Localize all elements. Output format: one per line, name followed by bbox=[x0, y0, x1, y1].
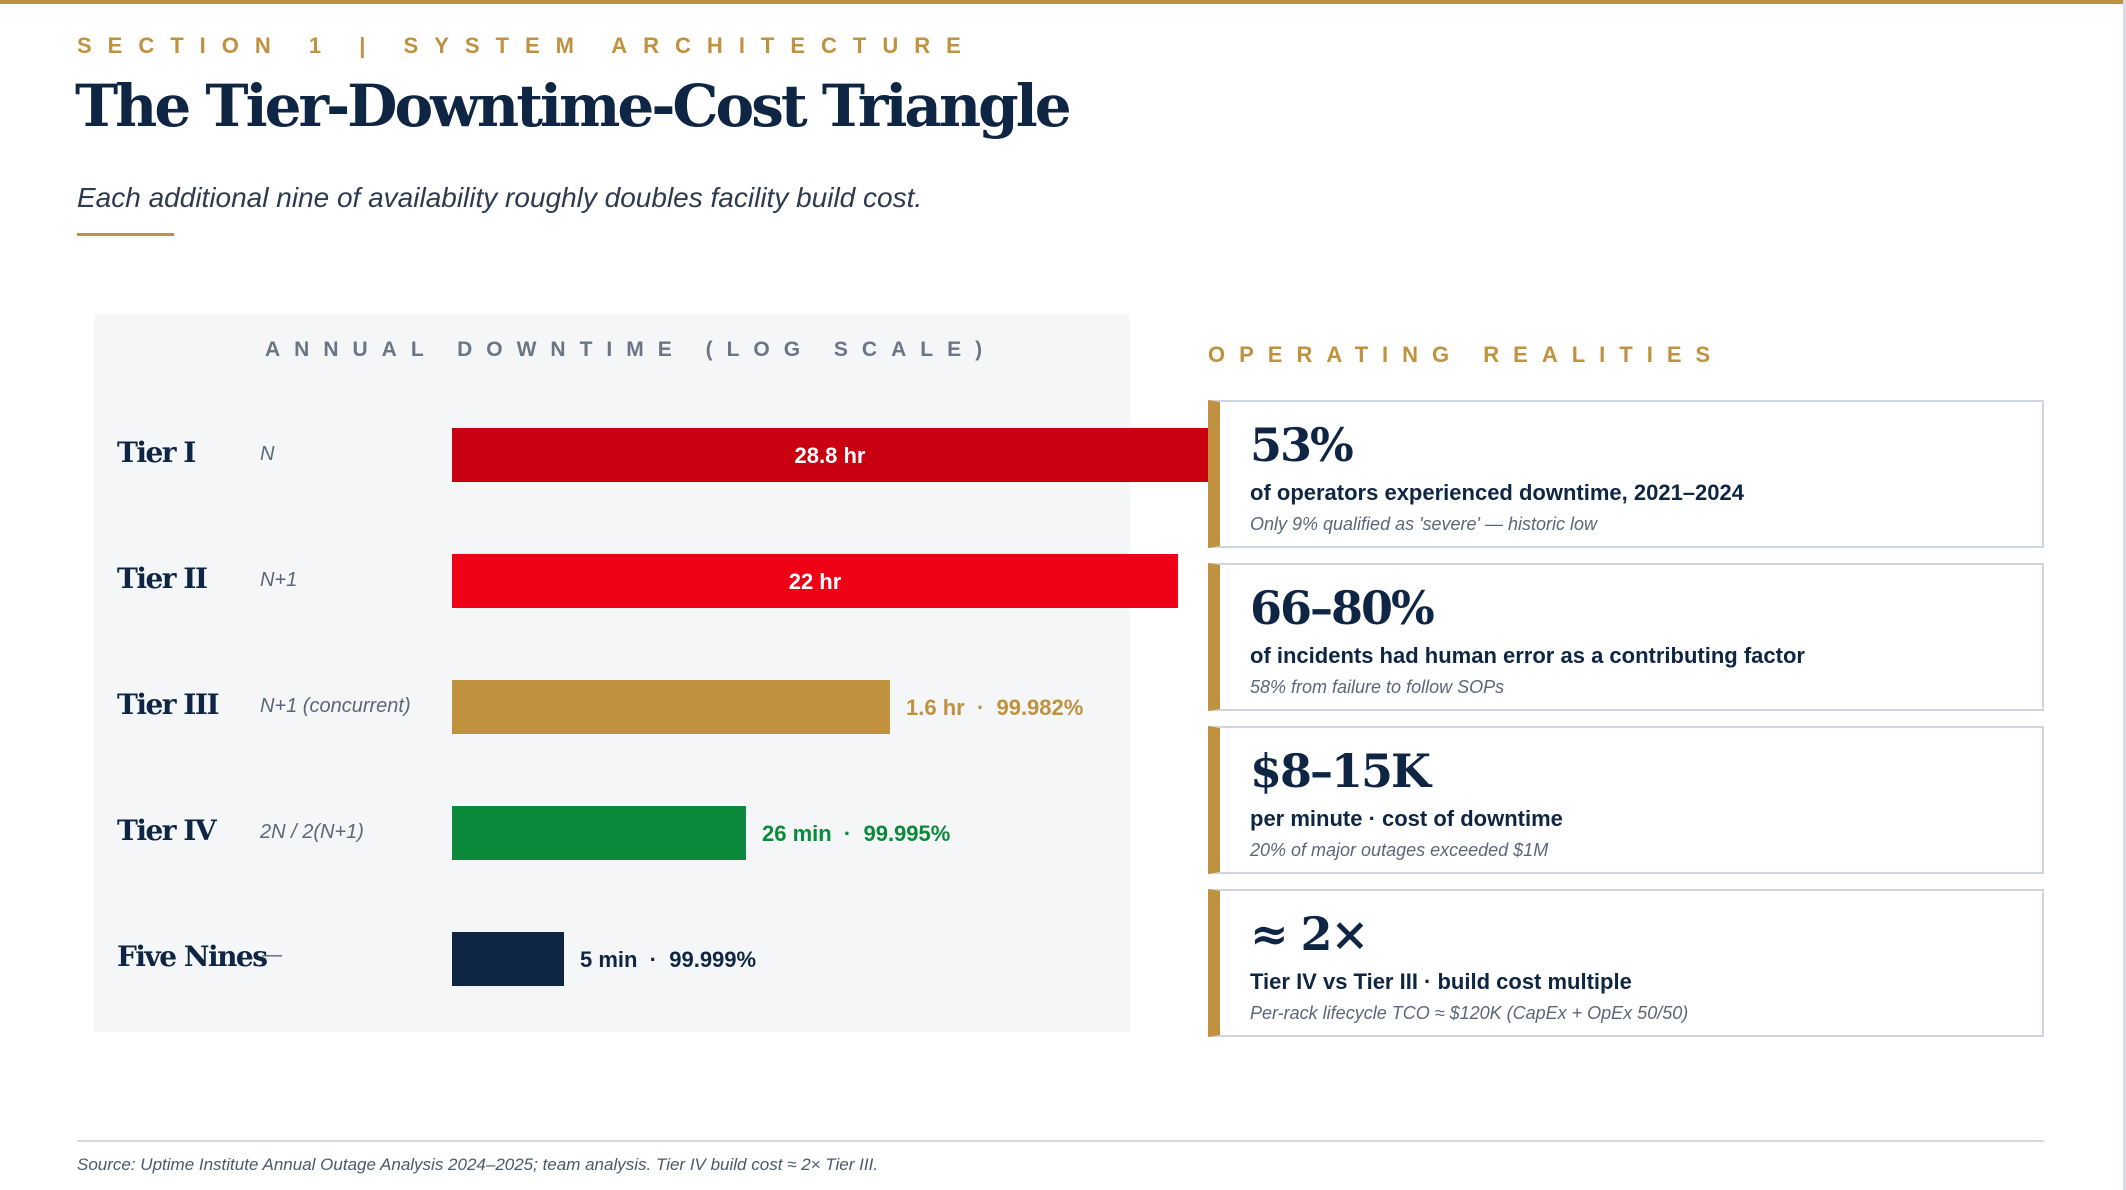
tier-config-tier-2: N+1 bbox=[260, 569, 298, 591]
stat-card-human-error: 66–80% of incidents had human error as a… bbox=[1208, 563, 2044, 711]
subtitle-underline bbox=[77, 233, 174, 236]
tier-config-five-nines: — bbox=[262, 944, 282, 966]
stat-card-build-cost-multiple: ≈ 2× Tier IV vs Tier III · build cost mu… bbox=[1208, 889, 2044, 1037]
stat-description: Tier IV vs Tier III · build cost multipl… bbox=[1250, 969, 1632, 994]
stat-value: 66–80% bbox=[1250, 581, 1435, 635]
stat-card-operators-downtime: 53% of operators experienced downtime, 2… bbox=[1208, 400, 2044, 548]
stat-value: ≈ 2× bbox=[1250, 907, 1369, 961]
tier-config-tier-3: N+1 (concurrent) bbox=[260, 695, 411, 717]
stat-description: of operators experienced downtime, 2021–… bbox=[1250, 480, 1744, 505]
top-accent-rule bbox=[0, 0, 2126, 4]
stat-note: Only 9% qualified as 'severe' — historic… bbox=[1250, 514, 1598, 534]
stat-description: of incidents had human error as a contri… bbox=[1250, 643, 1805, 668]
stat-note: 58% from failure to follow SOPs bbox=[1250, 677, 1505, 697]
operating-realities-title: OPERATING REALITIES bbox=[1208, 342, 1725, 367]
tier-label-tier-1: Tier I bbox=[117, 436, 196, 469]
stat-card-cost-per-minute: $8–15K per minute · cost of downtime 20%… bbox=[1208, 726, 2044, 874]
stat-description: per minute · cost of downtime bbox=[1250, 806, 1563, 831]
page-subtitle: Each additional nine of availability rou… bbox=[77, 182, 923, 213]
stat-value: 53% bbox=[1250, 418, 1354, 472]
tier-label-tier-3: Tier III bbox=[117, 688, 220, 721]
tier-config-tier-1: N bbox=[260, 443, 275, 465]
chart-title: ANNUAL DOWNTIME (LOG SCALE) bbox=[265, 338, 997, 361]
stat-note: 20% of major outages exceeded $1M bbox=[1250, 840, 1549, 860]
stat-note: Per-rack lifecycle TCO ≈ $120K (CapEx + … bbox=[1250, 1003, 1689, 1023]
page-edge bbox=[2123, 0, 2126, 1190]
tier-label-five-nines: Five Nines bbox=[117, 940, 268, 973]
stat-value: $8–15K bbox=[1250, 744, 1431, 798]
section-eyebrow: SECTION 1 | SYSTEM ARCHITECTURE bbox=[77, 33, 977, 58]
tier-label-tier-4: Tier IV bbox=[117, 814, 217, 847]
footer-divider bbox=[77, 1140, 2044, 1142]
footer-source: Source: Uptime Institute Annual Outage A… bbox=[77, 1155, 879, 1174]
tier-config-tier-4: 2N / 2(N+1) bbox=[260, 821, 364, 843]
page-title: The Tier-Downtime-Cost Triangle bbox=[75, 72, 1072, 140]
downtime-chart-panel bbox=[94, 314, 1130, 1032]
tier-label-tier-2: Tier II bbox=[117, 562, 208, 595]
